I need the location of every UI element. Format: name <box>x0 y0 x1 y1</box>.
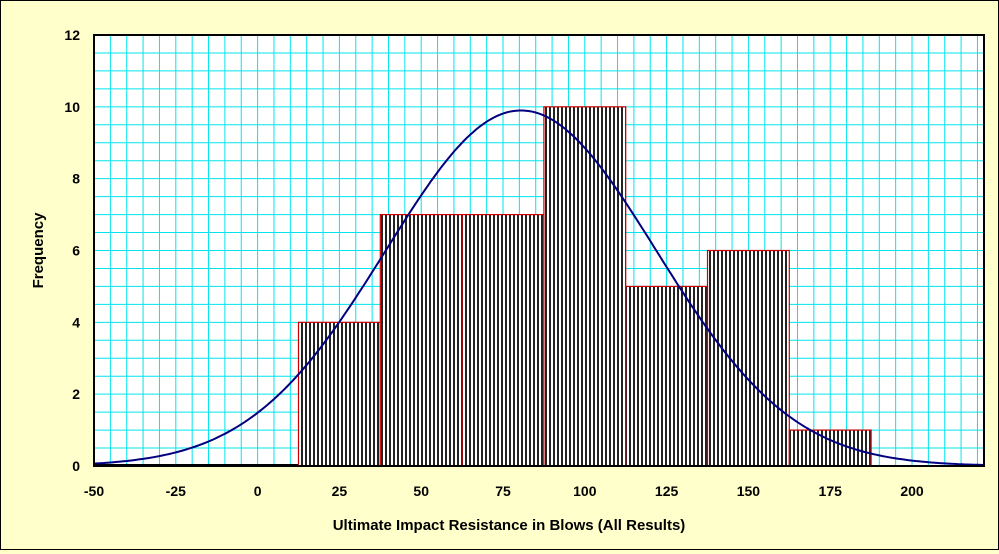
y-tick-label: 12 <box>64 27 80 43</box>
y-tick-label: 8 <box>72 171 80 187</box>
histogram-bar <box>706 249 790 467</box>
plot-border <box>93 34 985 467</box>
histogram-bar <box>379 213 463 467</box>
y-tick-label: 0 <box>72 458 80 474</box>
histogram-bar <box>543 106 627 467</box>
x-tick-label: 0 <box>254 483 262 499</box>
x-tick-label: 150 <box>737 483 761 499</box>
x-tick-label: 100 <box>573 483 597 499</box>
x-axis-ticks: -50 -25 0 25 50 75 100 125 150 175 200 <box>84 483 924 499</box>
histogram-bars <box>94 106 872 467</box>
y-tick-label: 10 <box>64 99 80 115</box>
histogram-bar <box>297 321 381 467</box>
histogram-bar <box>625 285 709 467</box>
x-tick-label: 75 <box>495 483 511 499</box>
histogram-bar <box>461 213 545 467</box>
y-axis-ticks: 0 2 4 6 8 10 12 <box>64 27 80 474</box>
x-tick-label: 175 <box>819 483 843 499</box>
x-axis-label: Ultimate Impact Resistance in Blows (All… <box>333 517 686 534</box>
normal-curve <box>93 109 985 466</box>
x-tick-label: 200 <box>900 483 924 499</box>
y-tick-label: 2 <box>72 386 80 402</box>
y-axis-label: Frequency <box>30 212 47 289</box>
y-tick-label: 4 <box>72 314 80 330</box>
y-tick-label: 6 <box>72 243 80 259</box>
x-tick-label: 50 <box>413 483 429 499</box>
x-tick-label: -25 <box>166 483 186 499</box>
x-tick-label: 125 <box>655 483 679 499</box>
x-tick-label: 25 <box>332 483 348 499</box>
histogram-bar <box>788 429 872 467</box>
x-tick-label: -50 <box>84 483 104 499</box>
